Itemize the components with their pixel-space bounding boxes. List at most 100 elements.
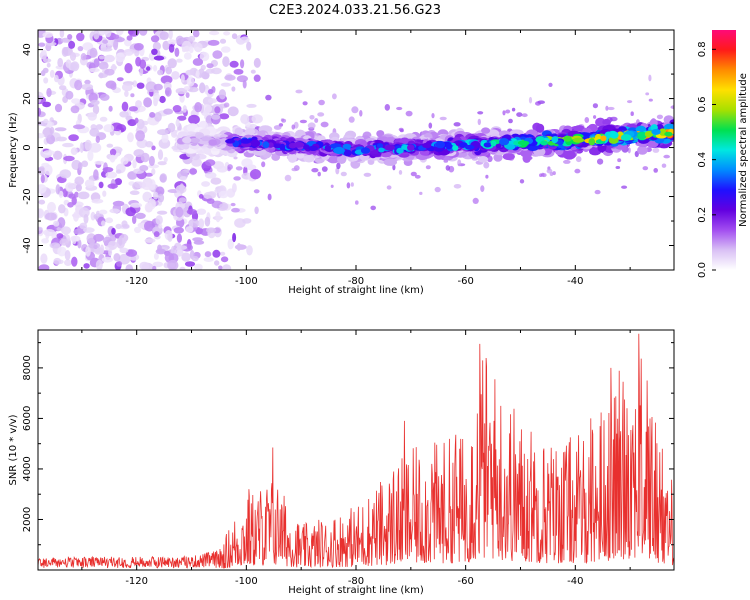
spectrogram-cell bbox=[602, 118, 611, 126]
spectrogram-cell bbox=[101, 220, 106, 227]
snr-axes: -120 -100 -80 -60 -40 2000 4000 6000 8000 bbox=[22, 330, 674, 587]
spectrogram-cell bbox=[189, 138, 201, 143]
spectrogram-cell bbox=[159, 31, 169, 40]
spectrogram-cell bbox=[223, 102, 230, 108]
spectrogram-cell bbox=[95, 259, 103, 270]
spectrogram-cell bbox=[44, 164, 53, 176]
snr-x-tick-label: -120 bbox=[125, 576, 148, 587]
spectrogram-cell bbox=[153, 252, 159, 260]
spectrogram-cell bbox=[370, 205, 377, 211]
spectrogram-cell bbox=[98, 181, 104, 189]
spectrogram-cell bbox=[167, 58, 177, 69]
spectrogram-cell bbox=[59, 85, 67, 91]
spectrogram-cell bbox=[162, 40, 170, 51]
spectrogram-cell bbox=[188, 220, 194, 228]
spectrogram-cell bbox=[99, 244, 105, 255]
spectrogram-cell bbox=[281, 118, 287, 123]
spectrogram-cell bbox=[499, 138, 510, 146]
spectrogram-cell bbox=[410, 171, 417, 177]
colorbar-axis: 0.0 0.2 0.4 0.6 0.8 bbox=[697, 41, 716, 278]
spectrogram-cell bbox=[79, 142, 84, 154]
spectrogram-cell bbox=[83, 227, 95, 233]
spectrogram-cell bbox=[41, 49, 47, 55]
spectrogram-cell bbox=[552, 171, 556, 176]
spectrogram-cell bbox=[91, 198, 104, 204]
spectrogram-cell bbox=[621, 185, 628, 189]
spectrogram-cell bbox=[376, 143, 384, 149]
colorbar: 0.0 0.2 0.4 0.6 0.8 Normalized spectral ampl… bbox=[697, 30, 749, 278]
spectrogram-cell bbox=[359, 110, 363, 117]
spectrogram-cell bbox=[314, 118, 319, 123]
spectrogram-cell bbox=[113, 34, 120, 39]
spectrogram-cell bbox=[291, 124, 296, 130]
spectrogram-cell bbox=[321, 166, 328, 172]
spectrogram-cell bbox=[121, 83, 133, 92]
spectrogram-cell bbox=[73, 211, 79, 222]
spectrogram-cell bbox=[661, 163, 667, 168]
spectrogram-cell bbox=[155, 215, 163, 225]
spectrogram-cell bbox=[517, 140, 530, 146]
spectrogram-cell bbox=[106, 143, 114, 148]
spectrogram-cell bbox=[102, 190, 107, 197]
spectrogram-cell bbox=[42, 101, 51, 108]
spectrogram-cell bbox=[82, 42, 94, 51]
spectrogram-cell bbox=[350, 182, 354, 187]
spectrogram-cell bbox=[539, 173, 543, 177]
spectrogram-cell bbox=[219, 38, 227, 44]
spectrogram-cell bbox=[309, 115, 315, 120]
spectrogram-cell bbox=[584, 117, 590, 123]
spectrogram-x-tick-label: -60 bbox=[457, 276, 473, 287]
spectrogram-cell bbox=[84, 179, 95, 189]
spectrogram-cell bbox=[351, 106, 359, 114]
spectrogram-cell bbox=[384, 104, 390, 111]
spectrogram-cell bbox=[198, 68, 205, 78]
spectrogram-cell bbox=[73, 124, 85, 130]
spectrogram-cell bbox=[130, 93, 135, 98]
spectrogram-cell bbox=[114, 178, 123, 186]
spectrogram-cell bbox=[188, 35, 196, 42]
spectrogram-cell bbox=[133, 43, 144, 51]
spectrogram-cell bbox=[235, 166, 243, 171]
spectrogram-cell bbox=[360, 147, 371, 154]
spectrogram-cell bbox=[42, 67, 49, 74]
snr-panel: -120 -100 -80 -60 -40 2000 4000 6000 8000 Height… bbox=[8, 329, 675, 596]
spectrogram-axes: -120 -100 -80 -60 -40 -40 -20 0 20 40 bbox=[22, 30, 674, 287]
spectrogram-cell bbox=[206, 198, 215, 205]
spectrogram-cell bbox=[120, 157, 129, 165]
spectrogram-cell bbox=[171, 71, 180, 80]
spectrogram-cell bbox=[157, 244, 162, 252]
spectrogram-cell bbox=[191, 255, 199, 262]
spectrogram-cell bbox=[244, 128, 256, 136]
spectrogram-cell bbox=[609, 116, 618, 122]
figure-title: C2E3.2024.033.21.56.G23 bbox=[269, 3, 441, 18]
spectrogram-cell bbox=[287, 153, 297, 163]
snr-x-axis-label: Height of straight line (km) bbox=[288, 585, 424, 596]
spectrogram-cell bbox=[548, 82, 553, 87]
spectrogram-cell bbox=[234, 127, 243, 136]
spectrogram-cell bbox=[541, 173, 547, 178]
spectrogram-cell bbox=[253, 57, 261, 68]
spectrogram-cell bbox=[205, 159, 216, 167]
spectrogram-cell bbox=[59, 169, 72, 179]
spectrogram-cell bbox=[132, 159, 137, 169]
spectrogram-cell bbox=[68, 134, 79, 142]
spectrogram-cell bbox=[38, 226, 43, 231]
spectrogram-y-tick-label: 40 bbox=[22, 43, 33, 56]
spectrogram-cell bbox=[630, 111, 634, 116]
spectrogram-cell bbox=[502, 153, 515, 161]
spectrogram-cell bbox=[175, 206, 184, 218]
spectrogram-cell bbox=[637, 131, 648, 139]
spectrogram-cell bbox=[556, 139, 564, 146]
spectrogram-cell bbox=[218, 190, 229, 199]
spectrogram-cell bbox=[204, 251, 212, 258]
spectrogram-cell bbox=[185, 69, 195, 76]
spectrogram-cell bbox=[125, 207, 136, 217]
spectrogram-cell bbox=[378, 147, 385, 153]
spectrogram-cell bbox=[83, 214, 89, 224]
spectrogram-cell bbox=[125, 249, 138, 257]
spectrogram-cell bbox=[70, 61, 80, 72]
spectrogram-cell bbox=[333, 146, 345, 155]
spectrogram-cell bbox=[215, 211, 221, 223]
spectrogram-cell bbox=[221, 46, 231, 53]
spectrogram-cell bbox=[46, 87, 52, 98]
